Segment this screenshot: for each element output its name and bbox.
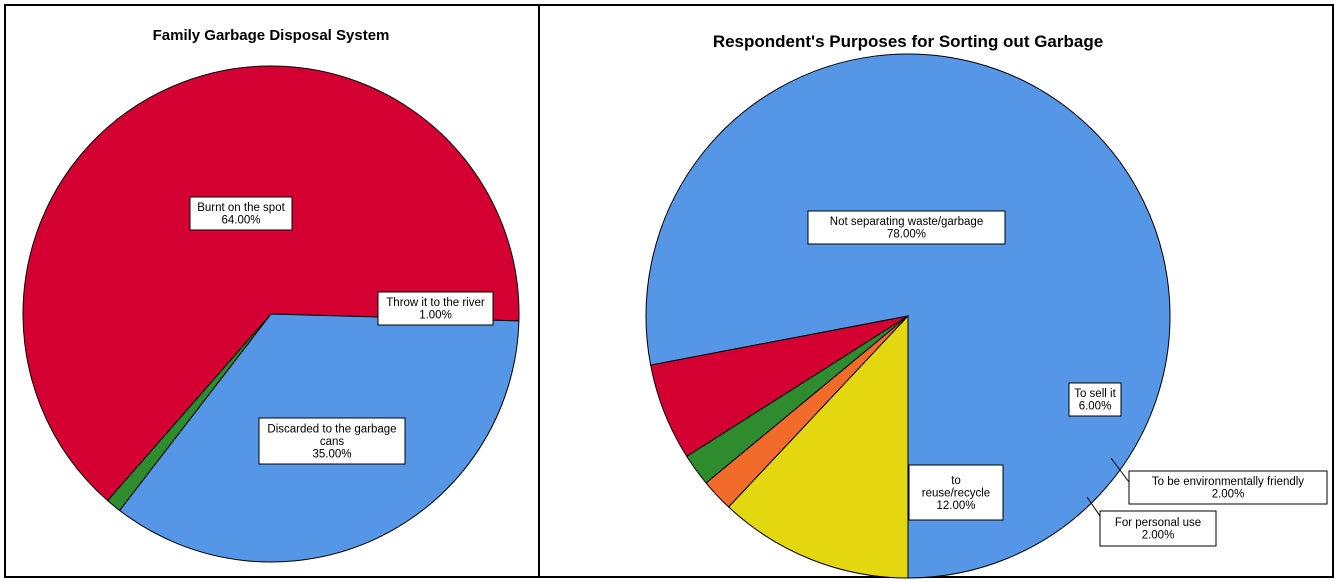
slice-value-to-sell-it: 6.00%	[1079, 401, 1112, 413]
slice-name-to-sell-it: To sell it	[1074, 388, 1116, 400]
slice-name-for-personal-use: For personal use	[1115, 517, 1201, 529]
slice-value-burnt-on-the-spot: 64.00%	[221, 215, 260, 227]
slice-label-box	[1068, 382, 1122, 417]
chart-title: Respondent's Purposes for Sorting out Ga…	[713, 32, 1103, 51]
slice-label-to-sell-it: To sell it6.00%	[1068, 382, 1122, 417]
slice-label-box	[189, 196, 293, 231]
leader-line-to-be-environmentally-friendly	[1110, 457, 1130, 483]
slice-name-throw-it-to-the-river: Throw it to the river	[386, 297, 485, 309]
slice-name-not-separating-waste-garbage: Not separating waste/garbage	[830, 216, 983, 228]
slice-label-box	[908, 464, 1004, 521]
pie-slice-to-reuse-recycle	[727, 314, 909, 579]
slice-label-box	[1128, 470, 1328, 505]
slice-value-for-personal-use: 2.00%	[1142, 530, 1175, 542]
leader-line-for-personal-use	[1086, 496, 1101, 517]
slice-name-burnt-on-the-spot: Burnt on the spot	[197, 202, 285, 214]
chart-title: Family Garbage Disposal System	[153, 27, 390, 44]
slice-value-throw-it-to-the-river: 1.00%	[419, 310, 452, 322]
slice-label-box	[377, 291, 494, 326]
slice-value-to-be-environmentally-friendly: 2.00%	[1212, 489, 1245, 501]
slice-value-to-reuse-recycle: 12.00%	[936, 500, 975, 512]
slice-name-to-be-environmentally-friendly: To be environmentally friendly	[1152, 476, 1304, 488]
slice-value-discarded-to-the-garbage-cans: 35.00%	[312, 448, 351, 460]
slice-name-discarded-to-the-garbage-cans: Discarded to the garbage cans	[267, 423, 396, 448]
slice-label-box	[1099, 510, 1217, 547]
pie-slice-burnt-on-the-spot	[22, 65, 520, 502]
slice-value-not-separating-waste-garbage: 78.00%	[887, 229, 926, 241]
slice-label-box	[258, 417, 406, 465]
slice-name-to-reuse-recycle: to reuse/recycle	[922, 475, 990, 500]
slice-label-box	[807, 210, 1006, 245]
